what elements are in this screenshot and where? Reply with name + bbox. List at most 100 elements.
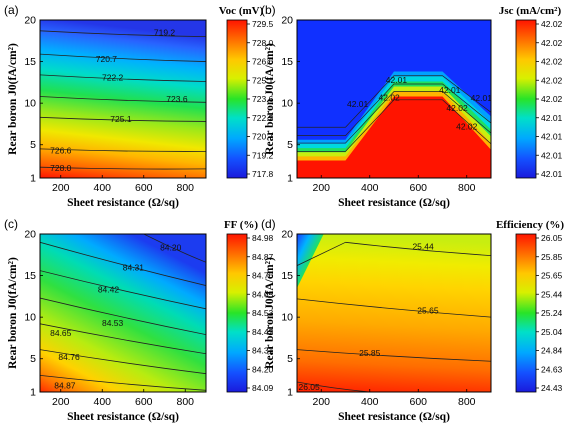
contour-label: 84.65 [50, 328, 72, 338]
heatmap-field: 719.2 720.7 722.2 723.6 725.1 726.6 728.0 [40, 20, 206, 178]
colorbar-tick-label: 725.1 [252, 75, 274, 85]
x-tick-label: 600 [135, 396, 153, 408]
y-tick-label: 20 [281, 229, 293, 241]
y-tick-label: 15 [24, 270, 36, 282]
contour-line [143, 234, 206, 263]
heatmap-field: 25.44 25.65 25.85 26.05 [297, 234, 491, 392]
x-tick-label: 200 [52, 182, 70, 194]
colorbar-tick-label: 84.76 [252, 271, 274, 281]
panel-label: (d) [261, 217, 276, 231]
y-tick-label: 1 [287, 173, 293, 185]
contour-label: 84.53 [102, 318, 124, 328]
plot-frame [39, 19, 207, 179]
contour-line [297, 91, 491, 144]
x-tick-label: 400 [93, 182, 111, 194]
contour-label: 26.05 [298, 382, 320, 392]
contour-line [40, 241, 206, 286]
x-axis-label: Sheet resistance (Ω/sq) [338, 197, 450, 209]
contour-label: 725.1 [110, 114, 132, 124]
contour-line [40, 116, 206, 122]
colorbar-tick-label: 728.0 [252, 38, 274, 48]
y-tick-label: 10 [281, 312, 293, 324]
contour-label: 728.0 [50, 163, 72, 173]
contour-label: 25.65 [417, 306, 439, 316]
contour-label: 42.02 [379, 92, 401, 102]
colorbar-tick-label: 42.02 [541, 38, 563, 48]
colorbar: 26.05 25.85 25.65 25.44 25.24 25.04 24.84 24.63… [496, 219, 564, 393]
plot-frame [39, 233, 207, 393]
colorbar-tick-label: 24.84 [541, 346, 563, 356]
panel-label: (a) [4, 3, 19, 17]
y-tick-label: 10 [24, 98, 36, 110]
colorbar-tick-label: 24.63 [541, 364, 563, 374]
y-tick-label: 15 [281, 56, 293, 68]
y-tick-label: 20 [24, 15, 36, 27]
colorbar-tick-label: 42.01 [541, 169, 563, 179]
colorbar-tick-label: 42.02 [541, 19, 563, 29]
colorbar-tick-label: 717.8 [252, 169, 274, 179]
colorbar-tick-label: 84.20 [252, 364, 274, 374]
contour-label: 84.20 [160, 242, 182, 252]
contour-line [40, 297, 206, 336]
colorbar-scale [515, 233, 537, 393]
contour-line [297, 381, 370, 392]
y-tick-label: 15 [24, 56, 36, 68]
y-tick-label: 20 [281, 15, 293, 27]
panel-a: 719.2 720.7 722.2 723.6 725.1 726.6 728.0 200 40… [4, 3, 274, 209]
y-axis-label: Rear boron J0(fA/cm²) [7, 43, 19, 155]
heatmap-fill [297, 234, 491, 392]
heatmap-fill [40, 234, 206, 392]
panel-label: (c) [4, 217, 18, 231]
colorbar-title: FF (%) [224, 219, 258, 231]
colorbar-tick-label: 84.09 [252, 383, 274, 393]
y-tick-label: 5 [287, 139, 293, 151]
colorbar-tick-label: 42.02 [541, 57, 563, 67]
y-tick-label: 5 [30, 353, 36, 365]
contour-band [297, 96, 491, 178]
y-axis-label: Rear boron J0(fA/cm²) [264, 43, 276, 155]
panel-c: 84.20 84.31 84.42 84.53 84.65 84.76 84.87 200 40… [4, 217, 274, 423]
y-tick-label: 1 [30, 387, 36, 399]
colorbar-tick-label: 25.44 [541, 289, 563, 299]
y-tick-label: 1 [30, 173, 36, 185]
contour-label: 25.44 [412, 241, 434, 251]
y-axis-label: Rear boron J0(fA/cm²) [7, 257, 19, 369]
colorbar-tick-label: 25.65 [541, 271, 563, 281]
contour-label: 25.85 [359, 348, 381, 358]
contour-line [40, 270, 206, 310]
colorbar-title: Jsc (mA/cm²) [499, 5, 562, 17]
x-axis-label: Sheet resistance (Ω/sq) [67, 197, 179, 209]
contour-label: 42.01 [386, 75, 408, 85]
x-axis-label: Sheet resistance (Ω/sq) [67, 411, 179, 423]
colorbar: 84.98 84.87 84.76 84.65 84.53 84.42 84.31 84.20… [224, 219, 274, 393]
colorbar-tick-label: 84.98 [252, 233, 274, 243]
contour-line [297, 349, 491, 362]
colorbar-tick-label: 42.02 [541, 75, 563, 85]
contour-label: 42.01 [439, 85, 461, 95]
colorbar-tick-label: 42.01 [541, 132, 563, 142]
colorbar: 729.5 728.0 726.6 725.1 723.6 722.2 720.7 719.2… [219, 5, 274, 179]
colorbar-tick-label: 25.04 [541, 327, 563, 337]
y-axis-label: Rear boron J0(fA/cm²) [264, 257, 276, 369]
contour-line [297, 99, 491, 152]
contour-line [40, 74, 206, 82]
y-tick-label: 20 [24, 229, 36, 241]
contour-line [297, 83, 491, 136]
contour-line [345, 241, 491, 257]
contour-label: 719.2 [154, 27, 176, 37]
colorbar-tick-label: 42.01 [541, 113, 563, 123]
colorbar-tick-label: 723.6 [252, 94, 274, 104]
contour-line [297, 298, 491, 318]
colorbar-tick-label: 720.7 [252, 132, 274, 142]
contour-line [297, 75, 491, 128]
colorbar-scale [226, 233, 248, 393]
contour-label: 42.02 [456, 121, 478, 131]
heatmap-field: 84.20 84.31 84.42 84.53 84.65 84.76 84.87 [40, 234, 206, 392]
x-tick-label: 600 [409, 396, 427, 408]
contour-line [40, 374, 206, 391]
colorbar-tick-label: 722.2 [252, 113, 274, 123]
contour-label: 84.31 [123, 262, 145, 272]
y-tick-label: 5 [30, 139, 36, 151]
